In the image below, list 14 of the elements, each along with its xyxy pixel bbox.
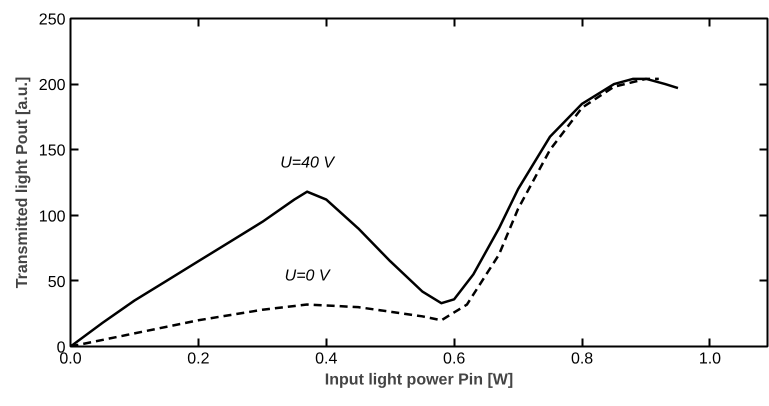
- y-tick-label: 150: [38, 142, 66, 160]
- y-tick-label: 200: [38, 77, 66, 94]
- x-tick-label: 1.0: [698, 350, 722, 368]
- x-tick-label: 0.6: [443, 350, 466, 368]
- x-tick-label: 0.2: [187, 350, 210, 368]
- series-label: U=0 V: [284, 268, 331, 285]
- series-label: U=40 V: [280, 154, 336, 172]
- x-axis-title: Input light power Pin [W]: [324, 372, 514, 388]
- x-tick-label: 0.4: [315, 350, 338, 368]
- y-tick-label: 250: [38, 12, 66, 28]
- y-tick-label: 50: [48, 274, 66, 291]
- y-axis-title: Transmitted light Pout [a.u.]: [14, 76, 31, 288]
- y-tick-label: 100: [38, 208, 66, 226]
- x-tick-label: 0.8: [570, 350, 594, 368]
